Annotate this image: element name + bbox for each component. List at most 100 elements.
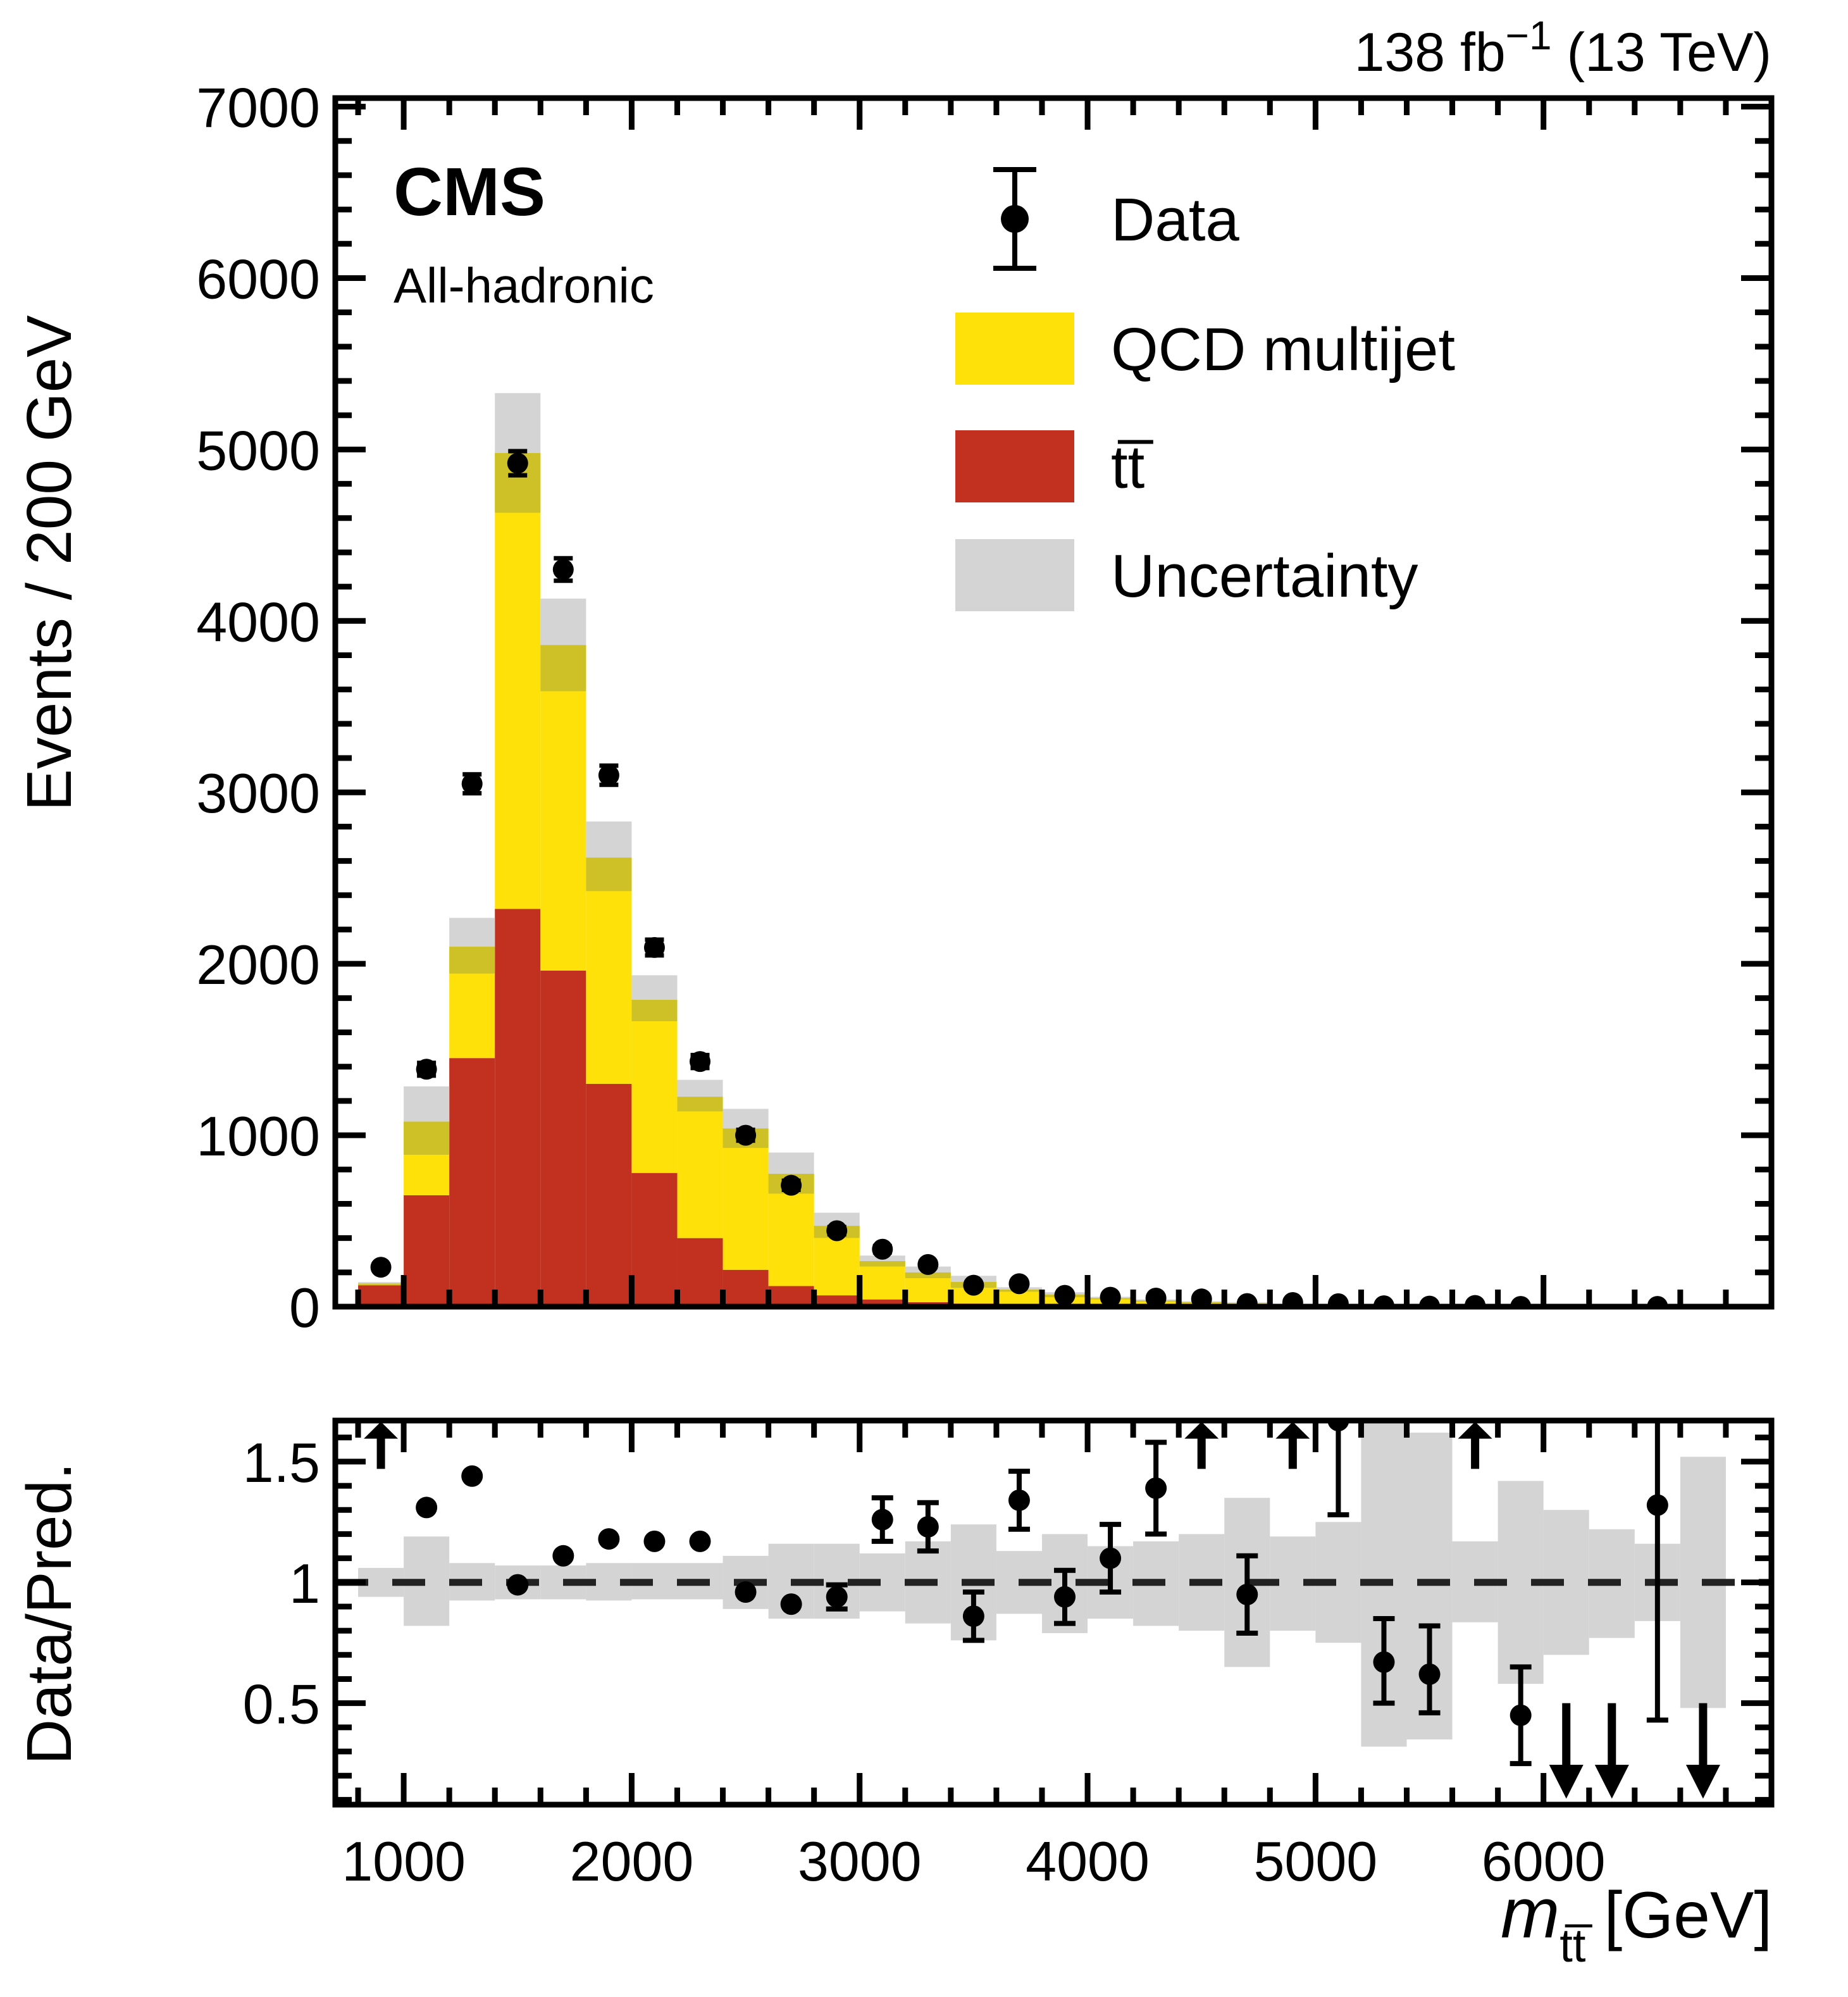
legend-entry-data: Data (993, 170, 1239, 268)
uncertainty-band (586, 821, 631, 857)
ttbar-bar (631, 1173, 677, 1307)
ratio-point (1236, 1584, 1258, 1605)
ratio-point (917, 1516, 939, 1538)
up-arrow-icon (1458, 1422, 1492, 1439)
uncertainty-band (495, 393, 540, 453)
legend-ttbar-label: tt̅ (1111, 433, 1153, 501)
qcd-bar (723, 1128, 769, 1270)
legend-entry-ttbar: tt̅ (955, 430, 1153, 502)
legend-data-label: Data (1111, 186, 1239, 254)
qcd-bar (677, 1097, 722, 1238)
ratio-point (690, 1531, 711, 1552)
data-point (1282, 1292, 1303, 1313)
x-axis-title: mtt̅ [GeV] (1501, 1874, 1772, 1972)
ttbar-bar (404, 1195, 449, 1307)
main-y-tick-label: 4000 (196, 590, 320, 653)
legend-uncertainty-label: Uncertainty (1111, 542, 1418, 610)
ratio-point (552, 1545, 574, 1567)
ratio-point (1100, 1548, 1121, 1569)
ratio-point (1373, 1652, 1394, 1673)
data-point (1237, 1293, 1258, 1314)
ratio-point (643, 1531, 665, 1552)
legend-qcd-label: QCD multijet (1111, 316, 1455, 383)
data-point (1055, 1285, 1076, 1306)
ratio-y-tick-label: 0.5 (243, 1673, 320, 1736)
uncertainty-band (631, 975, 677, 1000)
ttbar-bar (540, 971, 586, 1307)
x-tick-label: 5000 (1253, 1830, 1377, 1893)
data-point (690, 1051, 710, 1072)
legend: Data QCD multijet tt̅ Uncertainty (955, 170, 1455, 611)
data-point (735, 1125, 756, 1146)
ttbar-bar (769, 1286, 814, 1307)
ratio-y-tick-label: 1 (289, 1552, 320, 1615)
data-point (598, 765, 619, 786)
data-point (872, 1239, 893, 1260)
ratio-point (872, 1509, 893, 1531)
legend-uncertainty-swatch-icon (955, 539, 1074, 611)
ttbar-bar (449, 1058, 495, 1307)
down-arrow-icon (1595, 1765, 1629, 1798)
legend-data-marker-icon (1001, 205, 1029, 233)
ratio-point (1510, 1705, 1532, 1726)
data-point (1008, 1273, 1029, 1294)
main-y-tick-label: 6000 (196, 247, 320, 310)
channel-label: All-hadronic (394, 258, 654, 313)
ratio-y-tick-label: 1.5 (243, 1431, 320, 1494)
ttbar-bar (495, 909, 540, 1307)
data-point (1328, 1293, 1349, 1314)
ratio-point (963, 1605, 984, 1627)
main-y-tick-label: 3000 (196, 762, 320, 824)
legend-entry-uncertainty: Uncertainty (955, 539, 1418, 611)
main-y-tick-label: 5000 (196, 419, 320, 482)
ttbar-bar (723, 1270, 769, 1307)
qcd-bar (540, 645, 586, 971)
ratio-point (416, 1496, 437, 1518)
ratio-y-axis-title: Data/Pred. (14, 1462, 85, 1765)
legend-entry-qcd: QCD multijet (955, 313, 1455, 385)
data-point (826, 1220, 847, 1241)
ratio-point (826, 1586, 848, 1608)
x-tick-label: 1000 (342, 1830, 466, 1893)
cms-label: CMS (394, 153, 545, 230)
ttbar-bar (677, 1238, 722, 1307)
lumi-label: 138 fb−1 (13 TeV) (1355, 13, 1771, 83)
ratio-point (507, 1574, 528, 1596)
ratio-point (1419, 1664, 1441, 1685)
up-arrow-icon (1184, 1422, 1219, 1439)
main-y-tick-label: 2000 (196, 933, 320, 996)
main-y-tick-label: 7000 (196, 77, 320, 139)
data-point (416, 1059, 437, 1079)
uncertainty-band-overlap (358, 1283, 404, 1285)
main-y-tick-label: 0 (289, 1276, 320, 1339)
uncertainty-band-overlap (860, 1261, 905, 1267)
qcd-bar (495, 453, 540, 909)
main-y-axis-title: Events / 200 GeV (14, 315, 85, 811)
main-histogram-layer (358, 393, 1771, 1317)
up-arrow-icon (364, 1422, 398, 1439)
x-tick-label: 4000 (1026, 1830, 1150, 1893)
data-point (553, 559, 574, 580)
uncertainty-band-overlap (631, 1000, 677, 1021)
ratio-point (781, 1593, 802, 1615)
uncertainty-band (358, 1282, 404, 1283)
ratio-point (1145, 1478, 1167, 1499)
uncertainty-band (404, 1086, 449, 1122)
ratio-point (598, 1528, 619, 1550)
x-tick-label: 2000 (570, 1830, 694, 1893)
down-arrow-icon (1686, 1765, 1720, 1798)
uncertainty-band (677, 1080, 722, 1097)
uncertainty-band (449, 918, 495, 947)
main-y-tick-label: 1000 (196, 1105, 320, 1167)
ratio-point (1008, 1490, 1030, 1511)
uncertainty-band-overlap (404, 1121, 449, 1155)
ratio-point (461, 1465, 483, 1487)
ratio-point (1647, 1495, 1668, 1516)
uncertainty-band (769, 1152, 814, 1174)
uncertainty-band-overlap (586, 857, 631, 891)
uncertainty-band (540, 599, 586, 645)
data-point (507, 453, 528, 474)
legend-qcd-swatch-icon (955, 313, 1074, 385)
